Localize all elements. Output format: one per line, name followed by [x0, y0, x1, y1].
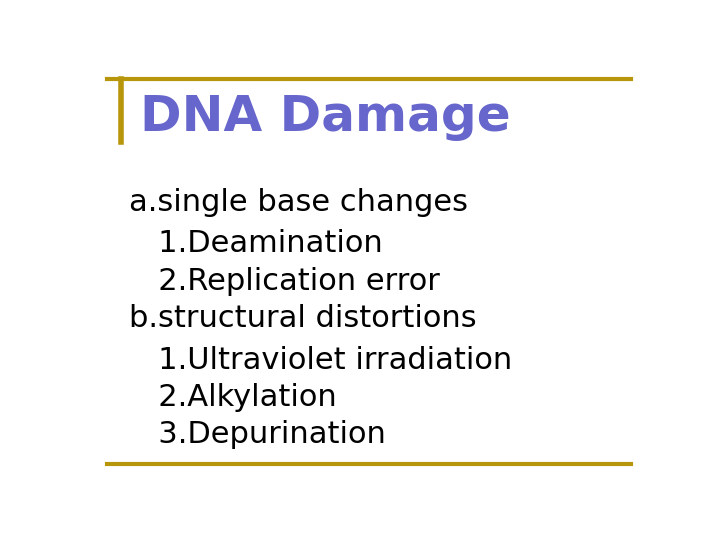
Text: 2.Alkylation: 2.Alkylation [129, 383, 337, 412]
Text: DNA Damage: DNA Damage [140, 93, 511, 141]
Text: a.single base changes: a.single base changes [129, 187, 468, 217]
Text: 1.Deamination: 1.Deamination [129, 229, 383, 258]
Text: b.structural distortions: b.structural distortions [129, 304, 477, 333]
Text: 2.Replication error: 2.Replication error [129, 267, 440, 295]
Text: 1.Ultraviolet irradiation: 1.Ultraviolet irradiation [129, 346, 513, 375]
Text: 3.Depurination: 3.Depurination [129, 420, 386, 449]
